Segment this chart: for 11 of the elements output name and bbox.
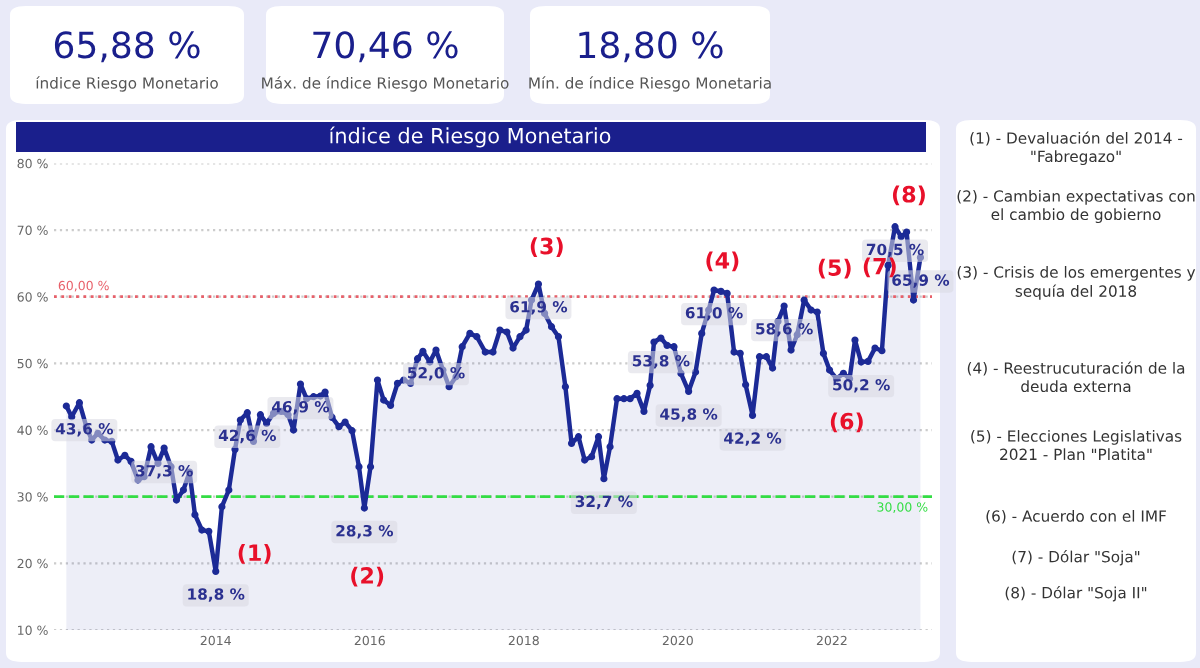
annotation: (2) (351, 566, 384, 587)
chart-title: índice de Riesgo Monetario (330, 126, 611, 148)
annotation: (3) (530, 237, 563, 257)
annotation: (8) (892, 185, 925, 206)
annotation: (4) (706, 251, 739, 272)
annotation: (6) (830, 412, 863, 433)
annotation: (5) (818, 258, 851, 279)
annotation: (1) (238, 543, 271, 564)
text: 70,46 % (313, 31, 458, 63)
text: 18,80 % (579, 31, 723, 63)
text: 65,88 % (54, 31, 200, 63)
